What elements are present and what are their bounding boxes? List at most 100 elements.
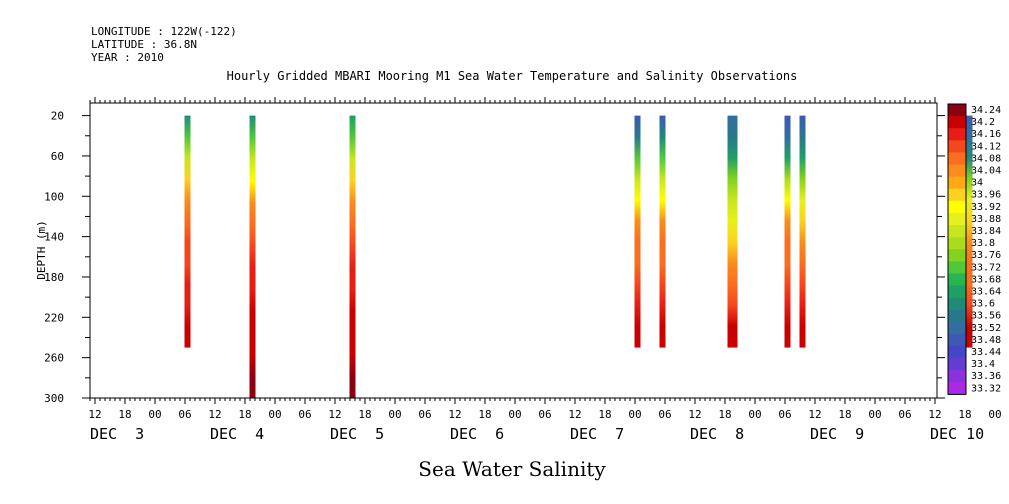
x-tick-label: 06 xyxy=(898,408,911,421)
x-day-label: DEC 9 xyxy=(810,425,864,443)
x-tick-label: 18 xyxy=(238,408,251,421)
colorbar-swatch xyxy=(948,116,966,129)
colorbar-swatch xyxy=(948,104,966,117)
colorbar-swatch xyxy=(948,309,966,323)
colorbar-swatch xyxy=(948,249,966,262)
x-tick-label: 18 xyxy=(958,408,971,421)
colorbar-label: 33.4 xyxy=(971,359,995,370)
x-tick-label: 00 xyxy=(148,408,161,421)
colorbar-label: 33.68 xyxy=(971,274,1001,285)
axis-labels: 20 60 100 140 180 220 260 300 12 18 00 06 12 18 00 06 12… xyxy=(44,110,1002,443)
x-axis-label: Sea Water Salinity xyxy=(418,457,606,481)
longitude-label: LONGITUDE : 122W(-122) xyxy=(91,25,237,38)
colorbar-label: 34.2 xyxy=(971,117,995,128)
colorbar-swatch xyxy=(948,370,966,383)
plot-frame xyxy=(89,102,938,399)
colorbar-swatch xyxy=(948,152,966,165)
colorbar-swatch xyxy=(948,176,966,189)
x-tick-label: 18 xyxy=(838,408,851,421)
data-bar xyxy=(184,115,191,348)
colorbar-label: 33.48 xyxy=(971,335,1001,346)
colorbar-swatch xyxy=(948,140,966,153)
colorbar-label: 33.96 xyxy=(971,190,1001,201)
colorbar-swatch xyxy=(948,321,966,335)
colorbar-label: 33.76 xyxy=(971,250,1001,261)
colorbar-label: 33.92 xyxy=(971,202,1001,213)
data-bar xyxy=(799,115,806,348)
x-day-label: DEC 3 xyxy=(90,425,144,443)
colorbar-swatch xyxy=(948,225,966,238)
data-bar xyxy=(634,115,641,348)
data-bar xyxy=(784,115,791,348)
colorbar-label: 34 xyxy=(971,178,983,189)
data-bar xyxy=(727,115,738,348)
colorbar-frame xyxy=(947,103,967,395)
y-tick-label: 300 xyxy=(44,392,64,405)
y-tick-label: 20 xyxy=(51,110,64,123)
x-day-label: DEC 10 xyxy=(930,425,984,443)
colorbar-swatch xyxy=(948,333,966,347)
latitude-label: LATITUDE : 36.8N xyxy=(91,38,197,51)
colorbar-label: 34.12 xyxy=(971,141,1001,152)
colorbar-swatch xyxy=(948,358,966,371)
x-tick-label: 18 xyxy=(478,408,491,421)
colorbar-swatch xyxy=(948,200,966,214)
x-tick-label: 12 xyxy=(328,408,341,421)
x-tick-label: 06 xyxy=(298,408,311,421)
x-tick-label: 18 xyxy=(118,408,131,421)
colorbar-label: 33.56 xyxy=(971,311,1001,322)
colorbar-swatch xyxy=(948,273,966,286)
x-day-label: DEC 7 xyxy=(570,425,624,443)
x-day-label: DEC 8 xyxy=(690,425,744,443)
colorbar-label: 34.08 xyxy=(971,153,1001,164)
colorbar-swatch xyxy=(948,188,966,202)
colorbar-label: 33.36 xyxy=(971,371,1001,382)
x-day-label: DEC 6 xyxy=(450,425,504,443)
colorbar-label: 34.16 xyxy=(971,129,1001,140)
colorbar-swatch xyxy=(948,128,966,141)
y-tick-label: 180 xyxy=(44,271,64,284)
y-tick-label: 140 xyxy=(44,231,64,244)
x-tick-label: 12 xyxy=(928,408,941,421)
colorbar-swatch xyxy=(948,212,966,226)
x-tick-label: 06 xyxy=(418,408,431,421)
colorbar-label: 33.72 xyxy=(971,262,1001,273)
data-bar xyxy=(962,115,973,348)
colorbar-label: 34.04 xyxy=(971,166,1001,177)
x-tick-label: 18 xyxy=(718,408,731,421)
data-bar xyxy=(249,115,256,398)
colorbar-label: 33.64 xyxy=(971,287,1001,298)
colorbar-label: 33.52 xyxy=(971,323,1001,334)
colorbar-swatch xyxy=(948,382,966,395)
x-tick-label: 06 xyxy=(178,408,191,421)
colorbar-label: 33.44 xyxy=(971,347,1001,358)
x-tick-label: 12 xyxy=(568,408,581,421)
y-tick-label: 260 xyxy=(44,352,64,365)
x-tick-label: 12 xyxy=(688,408,701,421)
x-tick-label: 00 xyxy=(628,408,641,421)
year-label: YEAR : 2010 xyxy=(91,51,164,64)
x-tick-label: 00 xyxy=(988,408,1001,421)
colorbar-swatch xyxy=(948,285,966,298)
data-bar xyxy=(349,115,356,398)
x-tick-label: 12 xyxy=(88,408,101,421)
colorbar-label: 33.84 xyxy=(971,226,1001,237)
x-tick-label: 00 xyxy=(748,408,761,421)
x-day-label: DEC 4 xyxy=(210,425,264,443)
colorbar-swatch xyxy=(948,237,966,250)
x-tick-label: 12 xyxy=(808,408,821,421)
data-bar xyxy=(659,115,666,348)
y-tick-label: 100 xyxy=(44,190,64,203)
x-tick-label: 00 xyxy=(868,408,881,421)
x-day-label: DEC 5 xyxy=(330,425,384,443)
x-tick-label: 18 xyxy=(358,408,371,421)
colorbar-label: 33.32 xyxy=(971,383,1001,394)
x-tick-label: 00 xyxy=(388,408,401,421)
x-tick-label: 06 xyxy=(778,408,791,421)
x-tick-label: 00 xyxy=(508,408,521,421)
colorbar-swatch xyxy=(948,164,966,177)
y-tick-label: 60 xyxy=(51,150,64,163)
colorbar-swatch xyxy=(948,297,966,310)
colorbar-label: 33.6 xyxy=(971,299,995,310)
